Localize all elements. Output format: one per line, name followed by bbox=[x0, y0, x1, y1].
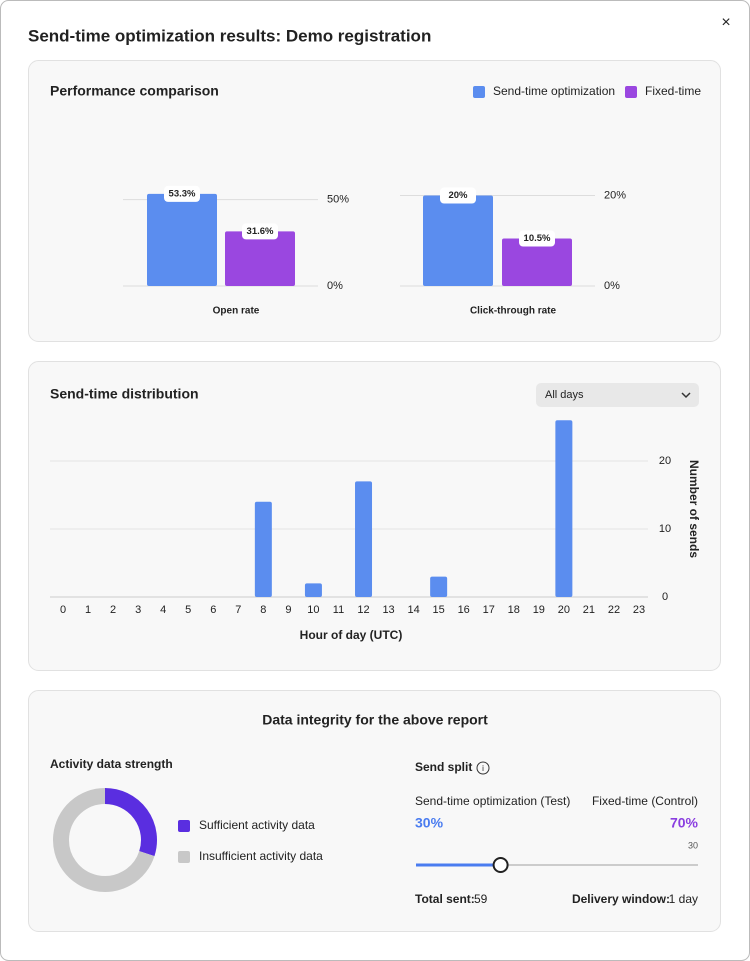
x-tick-label: 2 bbox=[110, 604, 116, 616]
dropdown-label: All days bbox=[545, 389, 584, 401]
bar bbox=[430, 576, 448, 597]
y-tick-label: 0 bbox=[662, 591, 668, 603]
value-label: 31.6% bbox=[247, 226, 274, 237]
y-tick-label: 20% bbox=[604, 189, 626, 201]
x-tick-label: 22 bbox=[608, 604, 620, 616]
split-label: Send-time optimization (Test) bbox=[415, 794, 570, 808]
bar bbox=[502, 238, 572, 286]
value-label: 20% bbox=[448, 190, 468, 201]
card-title: Performance comparison bbox=[50, 83, 219, 99]
legend-swatch bbox=[625, 86, 637, 98]
x-tick-label: 20 bbox=[558, 604, 570, 616]
x-tick-label: 0 bbox=[60, 604, 66, 616]
x-tick-label: 1 bbox=[85, 604, 91, 616]
legend-swatch bbox=[178, 851, 190, 863]
x-tick-label: 14 bbox=[407, 604, 419, 616]
card-title: Data integrity for the above report bbox=[262, 712, 488, 728]
close-button[interactable]: × bbox=[721, 14, 730, 31]
x-tick-label: 15 bbox=[433, 604, 445, 616]
value-label-bg bbox=[164, 185, 200, 202]
bar bbox=[355, 481, 373, 597]
y-tick-label: 50% bbox=[327, 194, 349, 206]
bar bbox=[423, 195, 493, 286]
donut-segment bbox=[104, 788, 157, 857]
x-tick-label: 3 bbox=[135, 604, 141, 616]
x-tick-label: 16 bbox=[458, 604, 470, 616]
x-tick-label: 5 bbox=[185, 604, 191, 616]
slider-thumb[interactable] bbox=[492, 857, 509, 873]
info-icon-glyph: i bbox=[482, 764, 484, 773]
x-axis-label: Click-through rate bbox=[470, 306, 557, 317]
x-axis-label: Open rate bbox=[213, 306, 260, 317]
legend-label: Insufficient activity data bbox=[199, 849, 323, 863]
section-title: Activity data strength bbox=[50, 757, 173, 771]
window-label: Delivery window: bbox=[572, 892, 670, 906]
x-axis-title: Hour of day (UTC) bbox=[300, 628, 403, 642]
y-tick-label: 20 bbox=[659, 455, 671, 467]
x-tick-label: 17 bbox=[483, 604, 495, 616]
y-tick-label: 10 bbox=[659, 523, 671, 535]
legend-label: Send-time optimization bbox=[493, 84, 615, 98]
bar bbox=[555, 420, 573, 597]
value-label-bg bbox=[519, 230, 555, 247]
x-tick-label: 12 bbox=[357, 604, 369, 616]
x-tick-label: 10 bbox=[307, 604, 319, 616]
donut-segment bbox=[53, 788, 155, 892]
split-label: Fixed-time (Control) bbox=[592, 794, 698, 808]
legend-swatch bbox=[178, 820, 190, 832]
dialog-title: Send-time optimization results: Demo reg… bbox=[28, 26, 431, 45]
window-value: 1 day bbox=[669, 892, 698, 906]
bar bbox=[304, 583, 322, 597]
info-icon[interactable] bbox=[476, 761, 490, 775]
x-tick-label: 6 bbox=[210, 604, 216, 616]
value-label-bg bbox=[242, 223, 278, 240]
value-label: 53.3% bbox=[169, 188, 196, 199]
x-tick-label: 4 bbox=[160, 604, 166, 616]
x-tick-label: 13 bbox=[382, 604, 394, 616]
value-label-bg bbox=[440, 187, 476, 204]
card bbox=[28, 361, 721, 671]
slider-value: 30 bbox=[688, 840, 698, 850]
card bbox=[28, 690, 721, 932]
bar bbox=[225, 231, 295, 286]
y-tick-label: 0% bbox=[604, 280, 620, 292]
card-title: Send-time distribution bbox=[50, 386, 199, 402]
legend-label: Sufficient activity data bbox=[199, 818, 315, 832]
x-tick-label: 9 bbox=[285, 604, 291, 616]
total-value: 59 bbox=[474, 892, 488, 906]
bar bbox=[254, 501, 272, 597]
y-axis-title: Number of sends bbox=[687, 460, 701, 558]
y-tick-label: 0% bbox=[327, 280, 343, 292]
x-tick-label: 8 bbox=[260, 604, 266, 616]
x-tick-label: 19 bbox=[533, 604, 545, 616]
split-value: 30% bbox=[415, 815, 444, 831]
x-tick-label: 11 bbox=[333, 604, 344, 616]
chevron bbox=[681, 392, 691, 399]
legend-swatch bbox=[473, 86, 485, 98]
split-value: 70% bbox=[670, 815, 699, 831]
x-tick-label: 18 bbox=[508, 604, 520, 616]
bar bbox=[147, 193, 217, 286]
dropdown[interactable] bbox=[536, 383, 699, 407]
x-tick-label: 23 bbox=[633, 604, 645, 616]
value-label: 10.5% bbox=[524, 233, 551, 244]
total-label: Total sent: bbox=[415, 892, 475, 906]
legend-label: Fixed-time bbox=[645, 84, 701, 98]
x-tick-label: 21 bbox=[583, 604, 595, 616]
x-tick-label: 7 bbox=[235, 604, 241, 616]
section-title: Send split bbox=[415, 760, 472, 774]
